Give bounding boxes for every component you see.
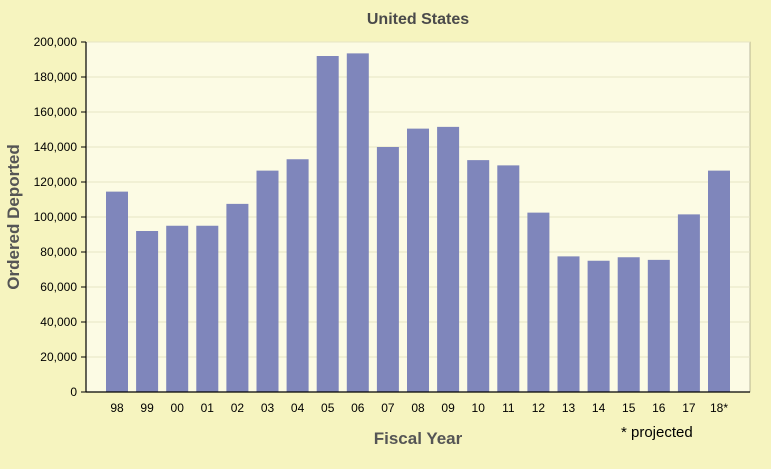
- bar: [677, 214, 700, 392]
- bar: [106, 191, 128, 392]
- bar: [587, 260, 610, 392]
- x-tick-label: 13: [562, 401, 576, 415]
- bar: [708, 170, 730, 392]
- x-axis-label: Fiscal Year: [374, 429, 463, 448]
- x-tick-label: 14: [592, 401, 606, 415]
- bar: [557, 256, 580, 392]
- y-tick-label: 100,000: [34, 210, 78, 224]
- x-tick-labels: 98 99 00 01 02 03 04 05 06 07 08 09 10 11 12 13 14 15 16 17…: [110, 401, 728, 415]
- bar: [316, 56, 339, 392]
- bar: [346, 53, 369, 392]
- x-tick-label: 98: [110, 401, 124, 415]
- x-tick-label: 04: [291, 401, 305, 415]
- y-tick-label: 80,000: [40, 245, 77, 259]
- y-tick-label: 160,000: [34, 105, 78, 119]
- y-tick-label: 140,000: [34, 140, 78, 154]
- bar: [437, 126, 460, 392]
- x-tick-label: 15: [622, 401, 636, 415]
- x-tick-label: 09: [441, 401, 455, 415]
- x-tick-label: 18*: [710, 401, 728, 415]
- x-tick-label: 03: [261, 401, 275, 415]
- bar: [256, 170, 279, 392]
- y-tick-label: 120,000: [34, 175, 78, 189]
- chart-title: United States: [367, 11, 469, 28]
- x-tick-label: 16: [652, 401, 666, 415]
- x-tick-label: 11: [502, 401, 515, 415]
- bar: [376, 147, 399, 392]
- bar: [617, 257, 640, 392]
- bar: [226, 203, 249, 392]
- bar: [497, 165, 520, 392]
- y-tick-label: 60,000: [40, 280, 77, 294]
- bar: [136, 231, 159, 392]
- x-tick-label: 17: [682, 401, 696, 415]
- y-tick-label: 200,000: [34, 35, 78, 49]
- bar: [467, 160, 490, 392]
- x-tick-label: 08: [411, 401, 425, 415]
- x-tick-label: 02: [231, 401, 245, 415]
- bar: [166, 225, 189, 392]
- x-tick-label: 01: [201, 401, 215, 415]
- bar: [647, 259, 670, 392]
- y-tick-labels: 0 20,000 40,000 60,000 80,000 100,000 120,000 1…: [34, 35, 78, 399]
- bar: [527, 212, 550, 392]
- y-axis-label: Ordered Deported: [4, 144, 23, 289]
- x-tick-label: 07: [381, 401, 395, 415]
- y-tick-label: 40,000: [40, 315, 77, 329]
- axes: [81, 41, 750, 393]
- bars: [106, 53, 730, 392]
- x-tick-label: 00: [171, 401, 185, 415]
- x-tick-label: 12: [532, 401, 546, 415]
- x-tick-label: 99: [140, 401, 154, 415]
- y-tick-label: 20,000: [40, 350, 77, 364]
- bar: [407, 128, 429, 392]
- x-tick-label: 10: [472, 401, 486, 415]
- y-tick-label: 0: [70, 385, 77, 399]
- bar: [196, 225, 219, 392]
- x-tick-label: 05: [321, 401, 335, 415]
- x-tick-label: 06: [351, 401, 365, 415]
- projected-note: * projected: [621, 424, 693, 441]
- y-tick-label: 180,000: [34, 70, 78, 84]
- bar: [286, 159, 309, 392]
